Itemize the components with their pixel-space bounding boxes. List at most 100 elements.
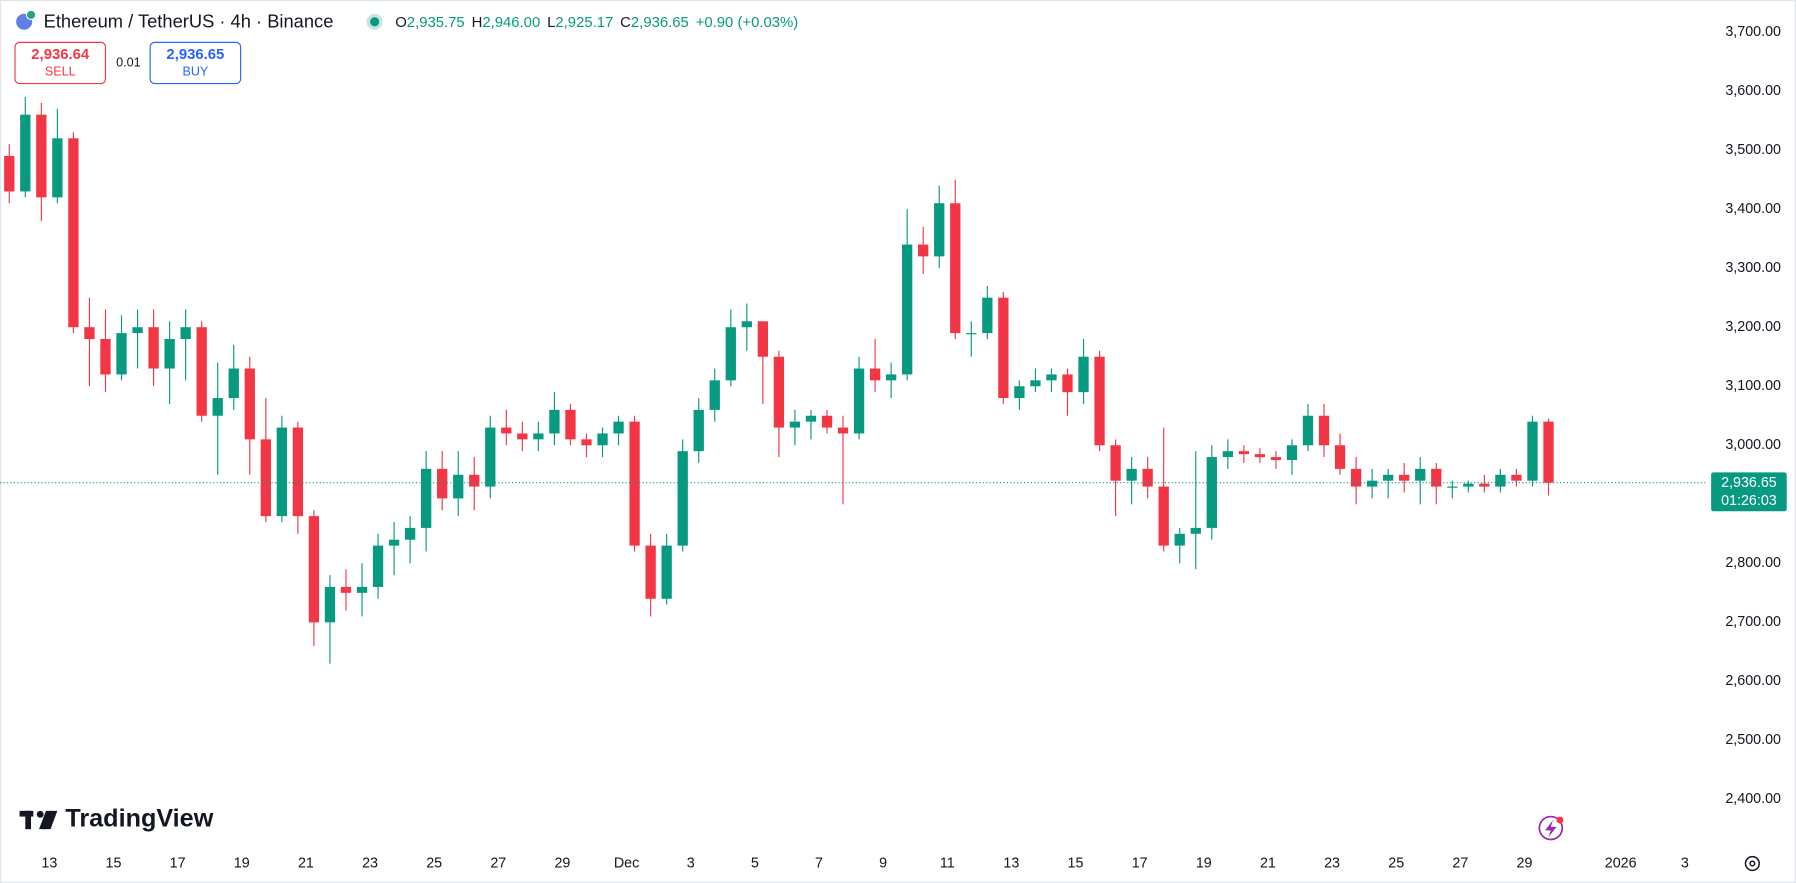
candle-body — [966, 333, 977, 335]
x-tick-label: 15 — [1068, 855, 1084, 871]
candle-body — [292, 427, 304, 517]
sell-price[interactable]: 2,936.64 — [31, 47, 90, 63]
settings-icon[interactable] — [1744, 855, 1760, 872]
candle-body — [1511, 474, 1522, 481]
candle-body — [1142, 468, 1153, 487]
candle-body — [228, 368, 239, 399]
candle-body — [1014, 386, 1025, 399]
candle-body — [52, 138, 63, 198]
candle-body — [982, 297, 993, 334]
candle-body — [324, 586, 336, 623]
candle-body — [1495, 474, 1506, 487]
last-price-box — [1711, 472, 1787, 512]
candle-body — [1254, 454, 1266, 458]
y-tick-label: 2,700.00 — [1725, 614, 1781, 630]
y-tick-label: 2,800.00 — [1725, 555, 1781, 571]
candle-body — [1126, 468, 1137, 481]
sell-box[interactable] — [14, 41, 107, 85]
candle-body — [1543, 421, 1554, 483]
y-tick-label: 3,400.00 — [1725, 201, 1781, 217]
x-tick-label: 25 — [426, 855, 442, 871]
x-tick-label: 23 — [1324, 855, 1340, 871]
logo-shape — [36, 810, 44, 818]
candle-body — [1415, 468, 1426, 481]
candle-body — [1270, 457, 1282, 461]
candle-body — [1334, 445, 1346, 469]
candle-body — [757, 321, 769, 357]
candle-body — [613, 421, 624, 434]
candle-body — [934, 203, 945, 257]
candle-body — [837, 427, 849, 434]
candle-body — [1046, 374, 1057, 381]
alert-bolt[interactable] — [1545, 820, 1557, 838]
y-tick-label: 3,200.00 — [1725, 319, 1781, 335]
alert-dot — [1556, 816, 1564, 824]
candle-body — [244, 368, 255, 440]
candle-body — [260, 439, 271, 517]
ohlc-value: 2,935.75 — [407, 15, 465, 31]
x-tick-label: 13 — [41, 855, 57, 871]
candle-body — [885, 374, 897, 381]
candle-body — [356, 586, 368, 593]
sell-button[interactable]: 2,936.64 SELL — [14, 41, 107, 85]
countdown: 01:26:03 — [1721, 493, 1777, 509]
symbol-title: Ethereum / TetherUS · 4h · Binance — [44, 11, 334, 32]
x-tick-label: 29 — [554, 855, 570, 871]
candle-body — [709, 380, 720, 410]
candle-body — [1527, 421, 1538, 481]
y-tick-label: 2,500.00 — [1725, 732, 1781, 748]
x-tick-label: 11 — [940, 855, 955, 871]
x-tick-label: 21 — [1260, 855, 1276, 871]
x-tick-label: 17 — [1132, 855, 1148, 871]
candle-body — [420, 468, 432, 528]
ohlc-change: +0.90 (+0.03%) — [696, 15, 799, 31]
x-tick-label: 19 — [1196, 855, 1212, 871]
ohlc-value: 2,925.17 — [555, 15, 613, 31]
candle-body — [1399, 474, 1410, 481]
candle-body — [1094, 356, 1105, 446]
alert-icon[interactable] — [1538, 815, 1564, 841]
candle-body — [148, 327, 159, 369]
candle-body — [789, 421, 801, 428]
candle-body — [1222, 451, 1233, 458]
ohlc-label: O — [395, 15, 407, 31]
candle-body — [629, 421, 640, 546]
sell-label[interactable]: SELL — [45, 64, 76, 78]
candle-body — [132, 327, 143, 334]
candle-body — [773, 356, 785, 428]
candle-body — [1158, 486, 1169, 546]
x-tick-label: 27 — [490, 855, 506, 871]
x-tick-label: 19 — [234, 855, 250, 871]
candle-body — [853, 368, 865, 434]
candle-body — [100, 339, 111, 375]
buy-box[interactable] — [149, 41, 242, 85]
candle-body — [950, 203, 961, 334]
settings-icon-core[interactable] — [1749, 860, 1756, 867]
candle-body — [1286, 445, 1298, 461]
candle-body — [1238, 451, 1250, 455]
candle-body — [276, 427, 288, 517]
ohlc-label: H — [472, 15, 483, 31]
candle-body — [212, 398, 223, 416]
candle-body — [437, 468, 448, 499]
brand-logo — [19, 810, 58, 830]
candle-body — [36, 114, 47, 198]
logo-shape — [25, 810, 32, 830]
x-tick-label: 2026 — [1605, 855, 1637, 871]
candle-body — [805, 415, 817, 422]
candle-body — [565, 409, 576, 440]
y-tick-label: 3,100.00 — [1725, 378, 1781, 394]
candle-body — [164, 339, 175, 369]
buy-price[interactable]: 2,936.65 — [166, 47, 224, 63]
buy-label[interactable]: BUY — [182, 64, 208, 78]
candle-body — [869, 368, 881, 381]
candle-body — [469, 474, 480, 487]
buy-button[interactable]: 2,936.65 BUY — [149, 41, 242, 85]
candle-body — [4, 156, 15, 192]
candle-body — [1318, 415, 1330, 446]
candle-body — [196, 327, 207, 416]
candle-body — [533, 433, 544, 440]
x-tick-label: 13 — [1003, 855, 1019, 871]
candle-body — [1463, 483, 1474, 487]
